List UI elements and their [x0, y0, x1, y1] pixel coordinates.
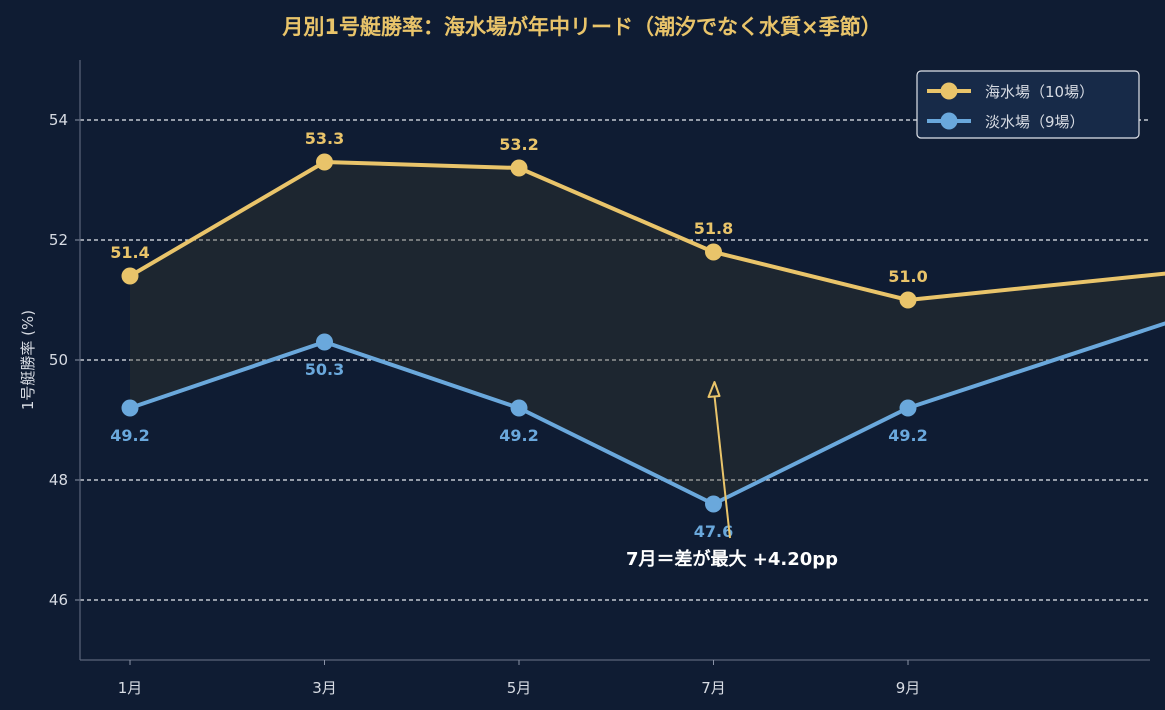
data-label: 47.6	[694, 522, 733, 541]
annotation-arrow-head	[707, 381, 721, 398]
data-point	[121, 399, 139, 417]
y-tick-label: 50	[49, 351, 68, 369]
legend-label: 海水場（10場）	[985, 83, 1094, 101]
x-tick-label: 1月	[118, 679, 143, 697]
y-axis-label: 1号艇勝率 (%)	[19, 310, 37, 410]
data-point	[899, 399, 917, 417]
data-label: 50.3	[305, 360, 344, 379]
annotation-arrow-shaft	[713, 395, 731, 539]
annotation-text: 7月＝差が最大 +4.20pp	[626, 548, 838, 570]
data-label: 49.2	[888, 426, 927, 445]
data-point	[316, 153, 333, 171]
data-point	[705, 243, 722, 261]
x-tick-label: 7月	[701, 679, 726, 697]
series-line-seawater	[128, 160, 1165, 302]
data-label: 49.2	[499, 426, 538, 445]
y-tick-label: 52	[49, 231, 68, 249]
data-label: 53.3	[305, 129, 344, 148]
data-point	[121, 267, 139, 285]
legend-label: 淡水場（9場）	[985, 113, 1085, 131]
legend-marker	[940, 112, 958, 130]
series-line-freshwater	[129, 321, 1165, 506]
data-point	[899, 291, 917, 309]
data-label: 51.4	[110, 243, 149, 262]
y-tick-label: 48	[49, 471, 68, 489]
legend-box	[916, 70, 1140, 139]
data-point	[316, 333, 333, 351]
gap-fill-area	[130, 162, 1165, 504]
data-label: 49.2	[110, 426, 149, 445]
chart-title: 月別1号艇勝率：海水場が年中リード（潮汐でなく水質×季節）	[281, 15, 881, 39]
x-tick-label: 9月	[896, 679, 921, 697]
legend-marker	[940, 82, 958, 100]
x-tick-label: 3月	[312, 679, 337, 697]
data-label: 51.8	[694, 219, 733, 238]
y-tick-label: 54	[49, 111, 68, 129]
data-label: 51.0	[888, 267, 927, 286]
data-point	[510, 159, 528, 177]
data-point	[705, 495, 722, 513]
y-tick-label: 46	[49, 591, 68, 609]
x-tick-label: 5月	[507, 679, 532, 697]
data-point	[510, 399, 528, 417]
data-label: 53.2	[499, 135, 538, 154]
